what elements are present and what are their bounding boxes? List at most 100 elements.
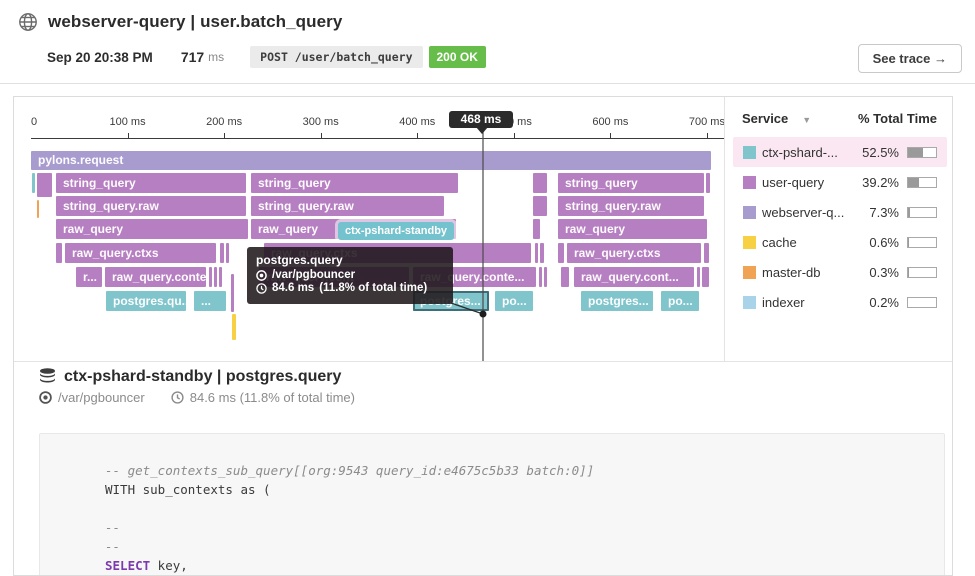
flame-span-sliver[interactable] — [232, 314, 236, 340]
time-axis — [31, 138, 724, 139]
flame-span-sliver[interactable] — [544, 267, 547, 287]
see-trace-button[interactable]: See trace → — [857, 44, 962, 73]
service-pct: 0.6% — [869, 234, 899, 250]
flame-span[interactable]: string_query.raw — [558, 196, 704, 216]
flame-span[interactable]: po... — [661, 291, 699, 311]
detail-duration: 84.6 ms (11.8% of total time) — [189, 390, 355, 405]
service-color-swatch — [743, 235, 756, 249]
flame-span-sliver[interactable] — [226, 243, 229, 263]
flame-span[interactable]: postgres... — [581, 291, 653, 311]
flame-span-sliver[interactable] — [533, 219, 540, 239]
flame-span[interactable]: string_query.raw — [56, 196, 246, 216]
trace-duration-unit: ms — [208, 50, 225, 64]
service-pct: 0.2% — [869, 294, 899, 310]
sort-caret-icon: ▼ — [802, 115, 812, 125]
flame-span[interactable]: raw_query.cont... — [574, 267, 694, 287]
tooltip-span-name: postgres.query — [256, 253, 343, 267]
service-row-ctx-pshard[interactable]: ctx-pshard-... 52.5% — [733, 137, 947, 167]
sql-line: WITH sub_contexts as ( — [105, 482, 271, 497]
sql-line: -- — [105, 520, 121, 535]
trace-header: webserver-query | user.batch_query Sep 2… — [0, 0, 975, 84]
flame-span-sliver[interactable] — [697, 267, 700, 287]
flame-span[interactable]: string_query — [558, 173, 704, 193]
flamegraph[interactable]: 0 100 ms 200 ms 300 ms 400 ms 500 ms 600 ms 700… — [14, 97, 724, 361]
flame-span-sliver[interactable] — [533, 196, 547, 216]
trace-timestamp: Sep 20 20:38 PM — [47, 49, 153, 65]
service-name: webserver-q... — [762, 204, 845, 220]
tooltip-duration-pct: (11.8% of total time) — [319, 282, 428, 294]
flame-span[interactable]: postgres.qu... — [106, 291, 186, 311]
service-pct-bar — [907, 236, 937, 248]
axis-tick — [417, 133, 419, 138]
flame-span[interactable]: pylons.request — [31, 151, 711, 170]
axis-tick-label: 600 ms — [592, 116, 629, 128]
service-pct: 0.3% — [869, 264, 899, 280]
service-pct-bar — [907, 176, 937, 188]
flame-span-sliver[interactable] — [220, 243, 224, 263]
axis-tick — [320, 133, 322, 138]
flame-span-sliver[interactable] — [533, 173, 547, 193]
service-row-user-query[interactable]: user-query 39.2% — [733, 167, 947, 197]
trace-duration: 717 — [180, 49, 205, 65]
flame-span[interactable]: po... — [495, 291, 533, 311]
detail-resource: /var/pgbouncer — [58, 390, 145, 405]
flame-span-sliver[interactable] — [540, 243, 544, 263]
axis-tick-label: 700 ms — [688, 116, 724, 128]
flame-span-sliver[interactable] — [214, 267, 217, 287]
flame-span[interactable]: string_query.raw — [251, 196, 444, 216]
flame-span-sliver[interactable] — [558, 243, 564, 263]
flame-span-sliver[interactable] — [231, 274, 234, 312]
flame-span-sliver[interactable] — [535, 243, 538, 263]
flame-span-sliver[interactable] — [56, 243, 62, 263]
flame-span-sliver[interactable] — [704, 243, 709, 263]
flame-span-sliver[interactable] — [539, 267, 542, 287]
axis-tick — [706, 133, 708, 138]
flame-span-sliver[interactable] — [706, 173, 710, 193]
clock-icon — [171, 391, 184, 404]
time-marker-badge[interactable]: 468 ms — [449, 111, 513, 128]
flame-span-sliver[interactable] — [209, 267, 212, 287]
flame-span-sliver[interactable] — [561, 267, 569, 287]
flame-span[interactable]: raw_query.ctxs — [567, 243, 701, 263]
service-row-cache[interactable]: cache 0.6% — [733, 227, 947, 257]
flame-span[interactable]: raw_query — [558, 219, 707, 239]
service-row-indexer[interactable]: indexer 0.2% — [733, 287, 947, 317]
flame-span[interactable]: raw_query — [56, 219, 248, 239]
flame-span-sliver[interactable] — [37, 173, 52, 197]
span-tooltip: postgres.query /var/pgbouncer 84.6 ms (1… — [247, 247, 453, 304]
service-pct-bar — [907, 296, 937, 308]
services-column-header[interactable]: Service ▼ — [742, 111, 812, 126]
service-row-master-db[interactable]: master-db 0.3% — [733, 257, 947, 287]
sql-line: SELECT key, — [105, 558, 188, 573]
time-marker-pointer — [476, 127, 488, 134]
service-row-webserver-q[interactable]: webserver-q... 7.3% — [733, 197, 947, 227]
tooltip-resource: /var/pgbouncer — [272, 269, 356, 281]
resource-icon — [256, 269, 267, 281]
flame-span[interactable]: string_query — [56, 173, 246, 193]
total-time-column-header[interactable]: % Total Time — [858, 111, 937, 126]
flame-span[interactable]: raw_query.conte... — [105, 267, 206, 287]
service-name: master-db — [762, 264, 821, 280]
axis-tick-label: 100 ms — [109, 116, 146, 128]
sql-line — [105, 499, 924, 518]
flame-span[interactable]: string_query — [251, 173, 458, 193]
axis-tick-label: 200 ms — [206, 116, 243, 128]
clock-icon — [256, 282, 267, 294]
service-name: indexer — [762, 294, 805, 310]
service-pct-bar — [907, 206, 937, 218]
tooltip-duration: 84.6 ms — [272, 282, 315, 294]
flame-span[interactable]: r... — [76, 267, 102, 287]
axis-tick-label: 300 ms — [302, 116, 339, 128]
endpoint-badge: POST /user/batch_query — [250, 46, 423, 68]
flame-span-sliver[interactable] — [219, 267, 222, 287]
header-divider — [0, 83, 975, 84]
flame-span-sliver[interactable] — [32, 173, 35, 193]
flame-span[interactable]: raw_query.ctxs — [65, 243, 216, 263]
flame-span[interactable]: ... — [194, 291, 226, 311]
status-badge: 200 OK — [428, 46, 486, 68]
axis-tick — [127, 133, 129, 138]
axis-tick — [224, 133, 226, 138]
flame-span-sliver[interactable] — [37, 200, 39, 218]
flame-span-sliver[interactable] — [702, 267, 709, 287]
service-pct-bar — [907, 146, 937, 158]
